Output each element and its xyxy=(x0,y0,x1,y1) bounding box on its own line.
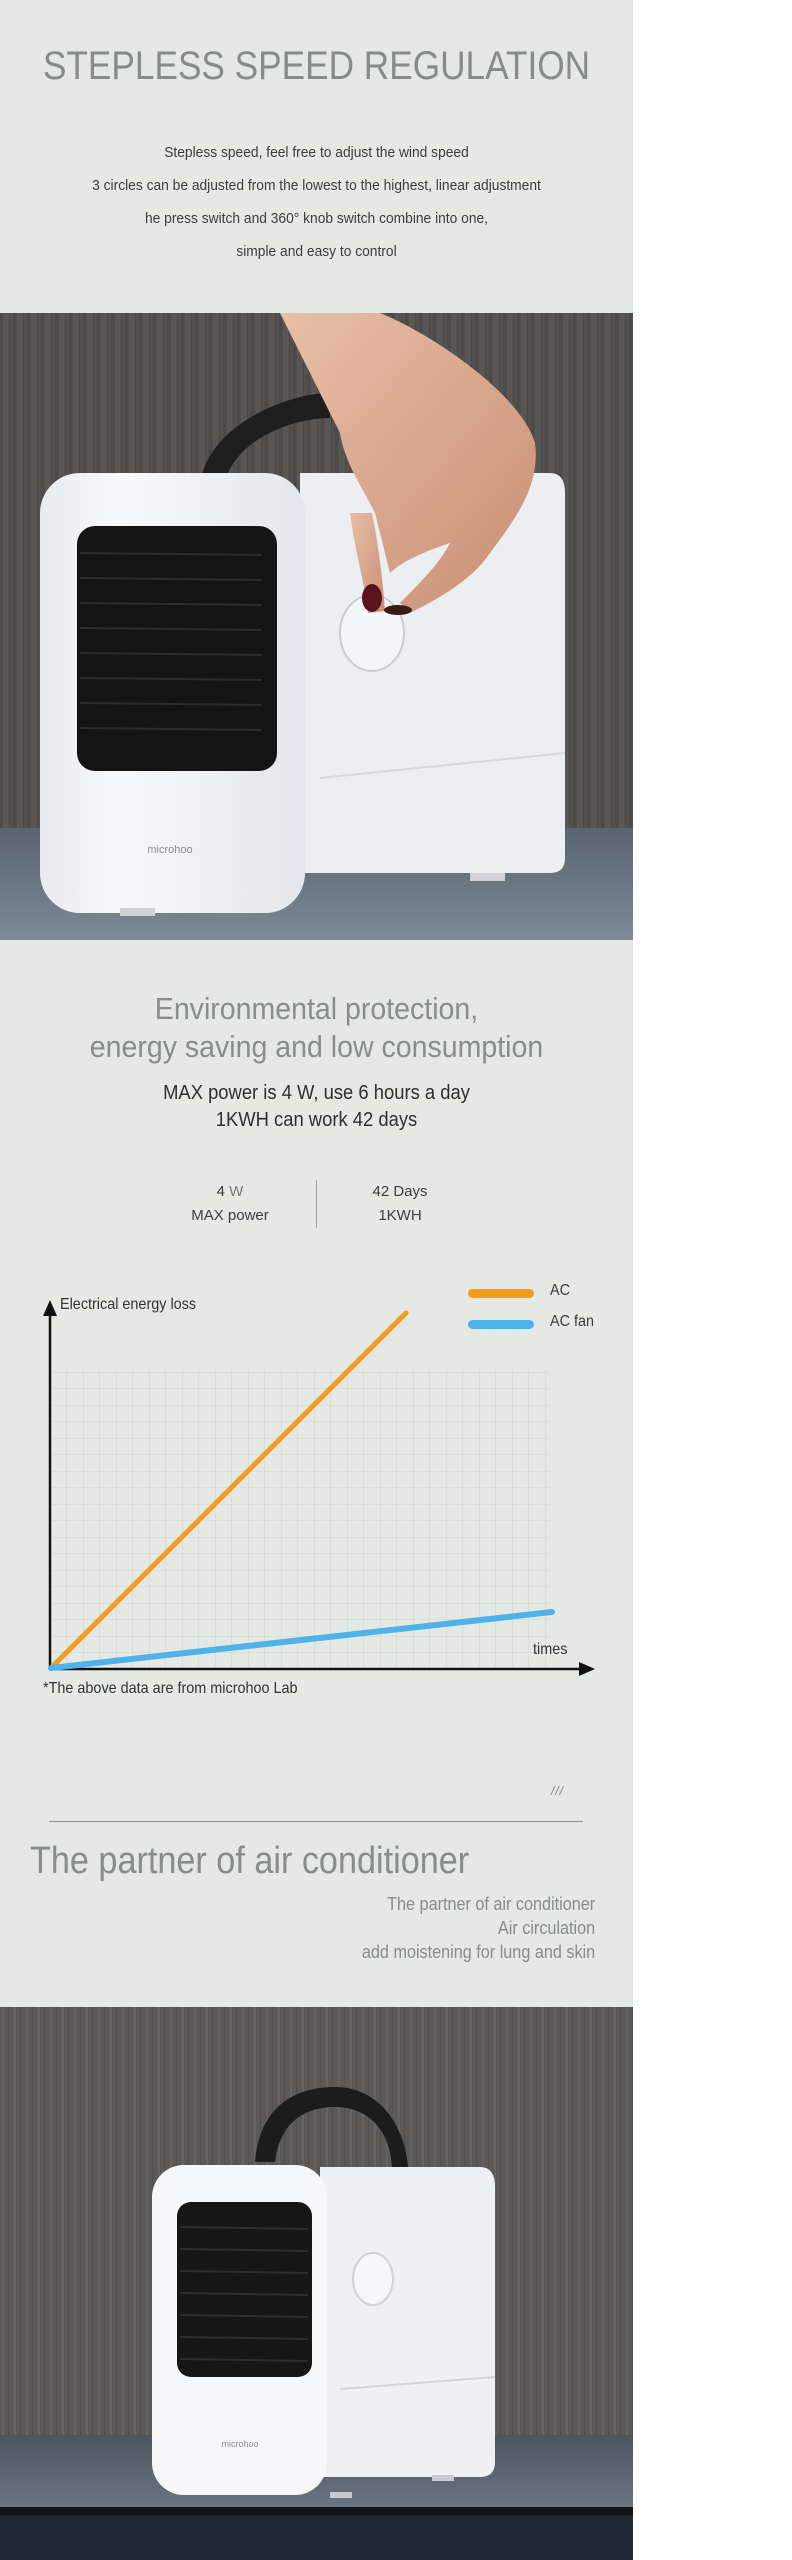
chart-plot xyxy=(43,1300,595,1676)
x-axis-label: times xyxy=(533,1641,568,1658)
section-title: STEPLESS SPEED REGULATION xyxy=(42,44,591,88)
legend-label: AC fan xyxy=(550,1313,595,1330)
stat-max-power: 4 W MAX power xyxy=(170,1180,290,1228)
x-axis-arrow-icon xyxy=(579,1662,595,1676)
stat-divider xyxy=(316,1180,317,1228)
brand-mark: microhoo xyxy=(221,2439,258,2449)
stat-days-per-kwh: 42 Days 1KWH xyxy=(350,1180,450,1228)
divider xyxy=(49,1821,583,1822)
chart-footnote: *The above data are from microhoo Lab xyxy=(43,1680,298,1697)
product-photo-knob: microhoo xyxy=(0,313,633,940)
stat-label: 1KWH xyxy=(378,1207,422,1224)
product-detail-page: STEPLESS SPEED REGULATION Stepless speed… xyxy=(0,0,633,2560)
description-line: add moistening for lung and skin xyxy=(361,1942,595,1962)
energy-stats: 4 W MAX power 42 Days 1KWH xyxy=(0,1180,633,1240)
legend-swatch xyxy=(468,1289,534,1298)
partner-title: The partner of air conditioner xyxy=(30,1840,470,1882)
legend-label: AC xyxy=(550,1282,571,1299)
energy-loss-chart: Electrical energy loss times AC AC fan *… xyxy=(0,1240,633,1720)
energy-subtitle-line: MAX power is 4 W, use 6 hours a day xyxy=(163,1082,470,1104)
stat-unit: W xyxy=(229,1183,244,1200)
brand-mark: microhoo xyxy=(147,844,192,856)
stat-value: 4 xyxy=(216,1183,225,1200)
product-image: microhoo xyxy=(0,2007,633,2560)
grid xyxy=(50,1315,550,1669)
y-axis-label: Electrical energy loss xyxy=(60,1296,197,1313)
description-line: simple and easy to control xyxy=(236,243,397,260)
decorative-slashes: /// xyxy=(551,1784,565,1798)
energy-title-line: energy saving and low consumption xyxy=(89,1029,544,1064)
description-line: 3 circles can be adjusted from the lowes… xyxy=(92,177,541,194)
series-ac-fan-line xyxy=(48,1609,555,1671)
energy-title: Environmental protection, energy saving … xyxy=(25,990,607,1066)
partner-description: The partner of air conditioner Air circu… xyxy=(336,1892,595,1964)
speed-regulation-section: STEPLESS SPEED REGULATION Stepless speed… xyxy=(0,0,633,313)
y-axis-arrow-icon xyxy=(43,1300,57,1316)
stat-label: MAX power xyxy=(191,1207,269,1224)
description-line: The partner of air conditioner xyxy=(386,1894,595,1914)
product-photo-table: microhoo xyxy=(0,2007,633,2560)
description-line: Air circulation xyxy=(497,1918,595,1938)
stat-value: 42 Days xyxy=(372,1183,428,1200)
description-line: Stepless speed, feel free to adjust the … xyxy=(164,144,469,161)
series-ac-line xyxy=(48,1310,409,1671)
legend-swatch xyxy=(468,1320,534,1329)
feature-description: Stepless speed, feel free to adjust the … xyxy=(0,136,633,268)
energy-subtitle: MAX power is 4 W, use 6 hours a day 1KWH… xyxy=(25,1080,607,1134)
product-image: microhoo xyxy=(0,313,633,940)
description-line: he press switch and 360° knob switch com… xyxy=(144,210,489,227)
energy-title-line: Environmental protection, xyxy=(154,991,479,1026)
energy-subtitle-line: 1KWH can work 42 days xyxy=(215,1109,418,1131)
